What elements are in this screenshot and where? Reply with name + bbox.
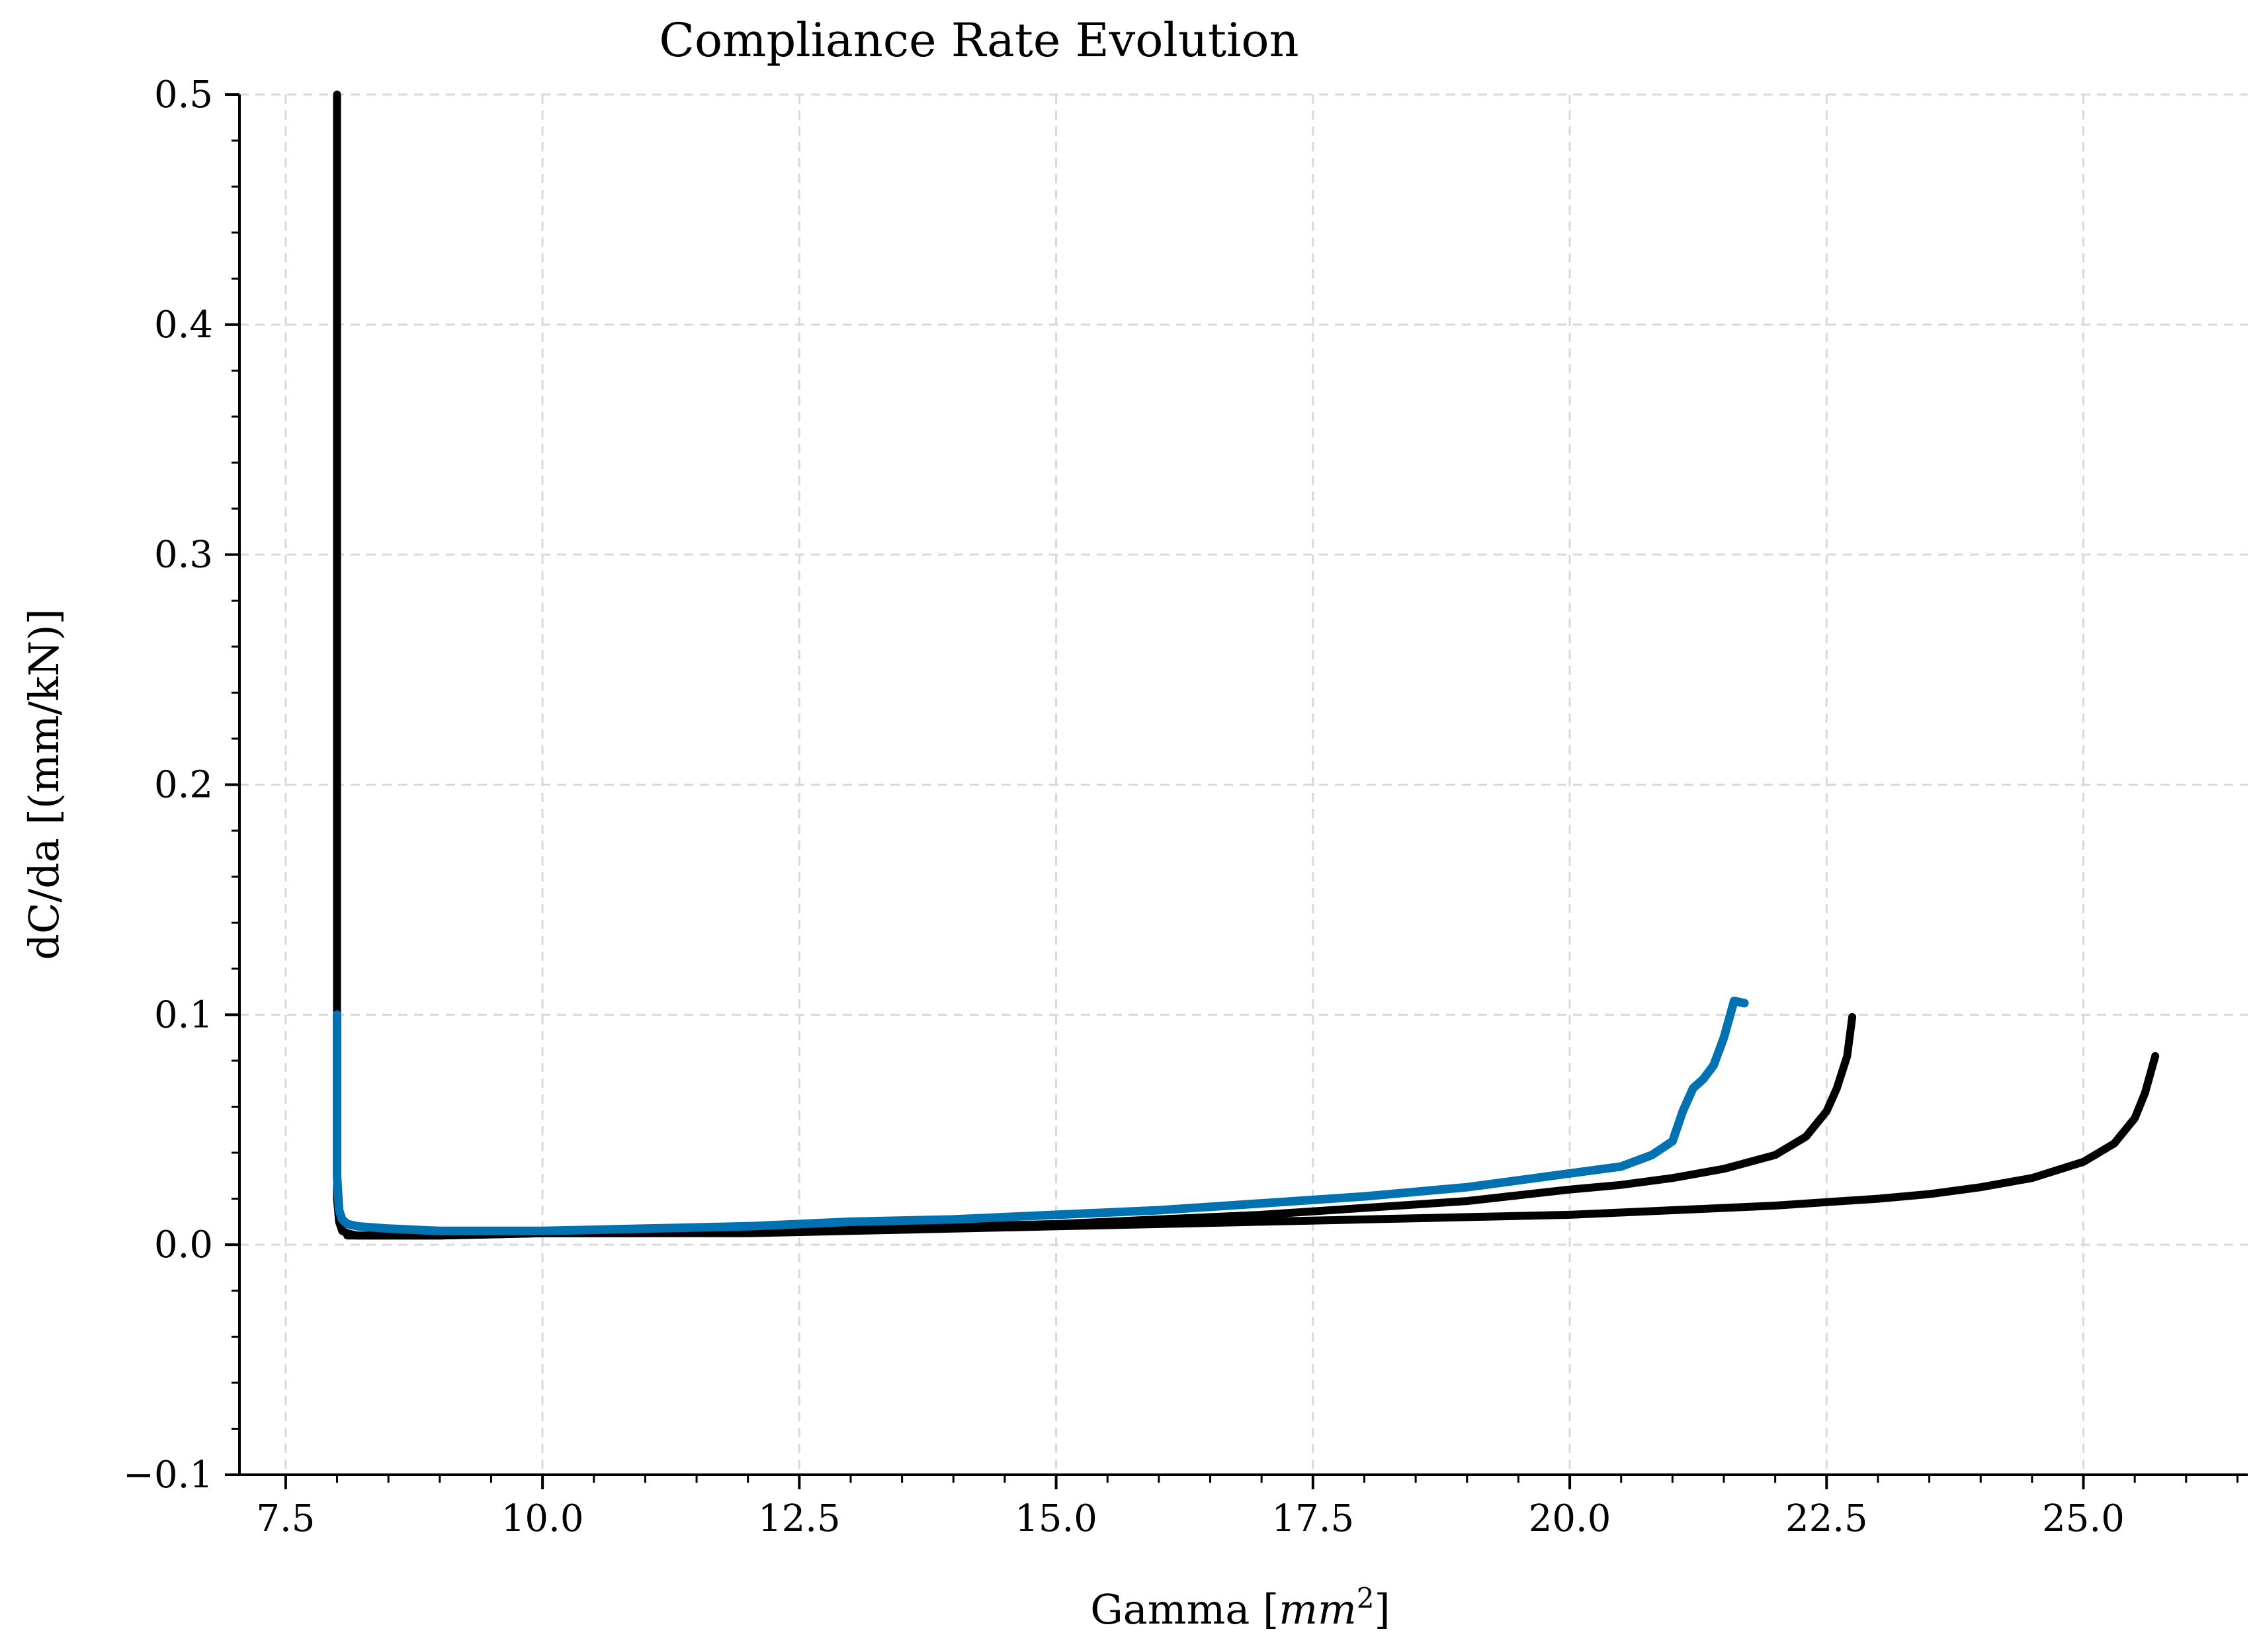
y-tick-label: 0.4 [154,304,213,347]
y-tick-label: 0.1 [154,993,213,1036]
x-axis-title: Gamma [mm2] [1090,1582,1390,1634]
x-tick-label: 20.0 [1529,1497,1611,1540]
x-axis-title-text: Gamma [1090,1585,1250,1633]
y-tick-label: 0.2 [154,764,213,807]
series-line-1 [333,91,1857,1240]
y-axis-title: dC/da [(mm/kN)] [20,608,68,960]
series-layer [333,91,2160,1240]
x-axis-close-bracket: ] [1375,1585,1390,1633]
x-tick-label: 12.5 [758,1497,841,1540]
x-axis-open-bracket: [ [1250,1585,1279,1633]
x-axis-unit: mm [1279,1585,1357,1633]
y-tick-label: 0.5 [154,73,213,116]
x-tick-label: 25.0 [2042,1497,2125,1540]
y-tick-label: 0.3 [154,534,213,577]
x-tick-label: 17.5 [1271,1497,1354,1540]
x-axis-unit-exponent: 2 [1357,1582,1375,1614]
series-line-3 [333,997,1749,1235]
y-tick-layer: −0.1 0.0 0.1 0.2 0.3 0.4 0.5 [123,73,239,1497]
series-line-2 [343,1052,2160,1240]
x-tick-label: 10.0 [501,1497,584,1540]
x-tick-layer: 7.5 10.0 12.5 15.0 17.5 20.0 22.5 25.0 [256,1475,2238,1540]
chart-title: Compliance Rate Evolution [659,13,1299,67]
x-tick-label: 7.5 [256,1497,315,1540]
y-tick-label: −0.1 [123,1454,213,1497]
y-tick-label: 0.0 [154,1223,213,1266]
x-tick-label: 22.5 [1785,1497,1868,1540]
x-tick-label: 15.0 [1015,1497,1097,1540]
grid-layer [239,93,2248,1476]
